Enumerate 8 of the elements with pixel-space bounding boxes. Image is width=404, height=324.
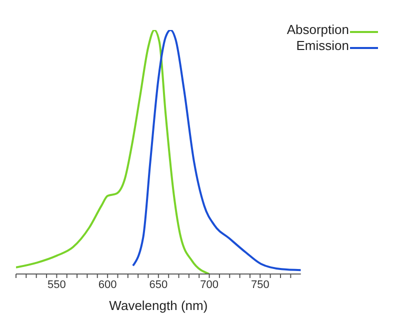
x-tick-label: 600 [98,278,117,291]
legend-label: Emission [296,38,349,54]
x-axis-title: Wavelength (nm) [109,298,208,313]
x-tick-label: 700 [200,278,218,291]
x-tick-label: 550 [48,278,66,291]
legend-label: Absorption [286,22,349,38]
x-tick-label: 650 [149,278,168,291]
x-tick-label: 750 [250,278,270,291]
